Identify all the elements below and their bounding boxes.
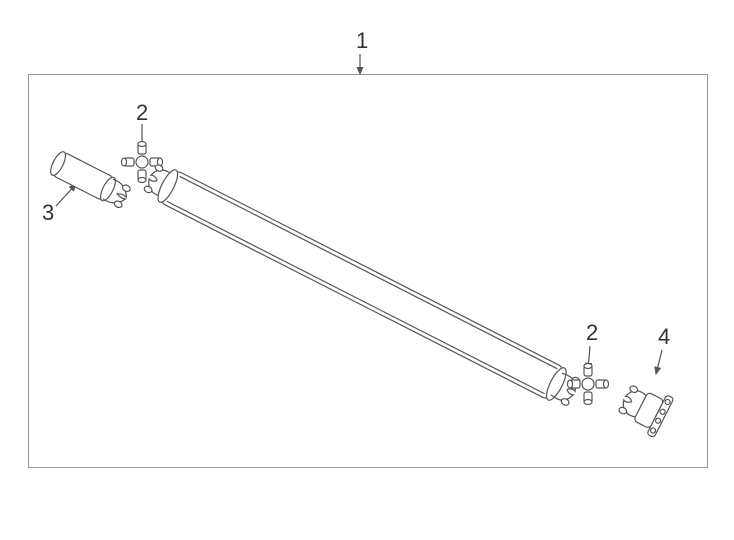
callout-3: 3 — [42, 200, 54, 226]
callout-1: 1 — [356, 28, 368, 54]
callout-4: 4 — [658, 324, 670, 350]
diagram-frame — [28, 74, 708, 468]
callout-2-left: 2 — [136, 100, 148, 126]
callout-2-right: 2 — [586, 320, 598, 346]
diagram-container: 1 2 3 2 4 — [0, 0, 734, 540]
